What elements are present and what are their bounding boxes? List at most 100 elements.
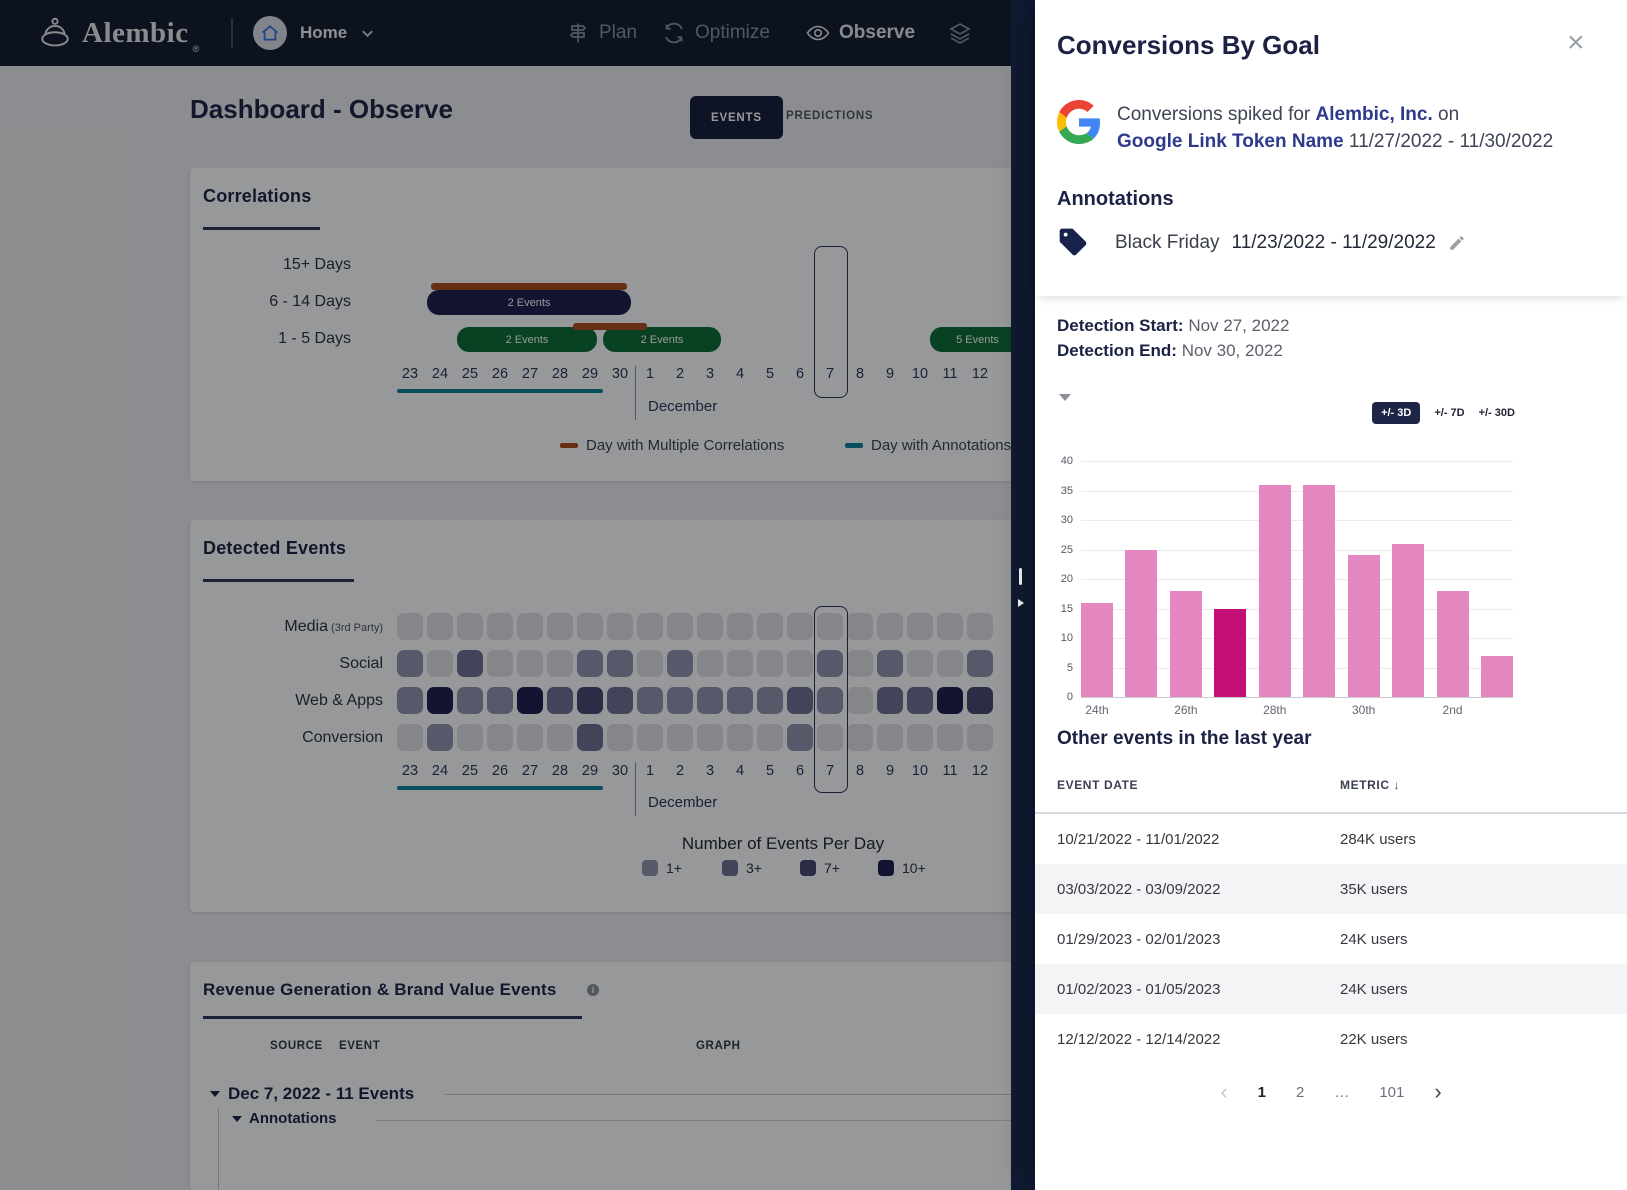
company-link[interactable]: Alembic, Inc.: [1315, 104, 1433, 125]
heatmap-cell[interactable]: [607, 650, 633, 677]
heatmap-cell[interactable]: [967, 724, 993, 751]
chart-bar[interactable]: [1081, 602, 1113, 697]
table-row[interactable]: 01/02/2023 - 01/05/2023 24K users: [1035, 964, 1627, 1014]
nav-home[interactable]: Home: [253, 0, 375, 66]
heatmap-cell[interactable]: [757, 687, 783, 714]
heatmap-cell[interactable]: [607, 687, 633, 714]
heatmap-cell[interactable]: [847, 687, 873, 714]
heatmap-cell[interactable]: [637, 687, 663, 714]
correlation-event-pill[interactable]: 2 Events: [457, 327, 597, 352]
range-toggle[interactable]: +/- 3D: [1372, 402, 1421, 424]
chart-bar[interactable]: [1303, 484, 1336, 697]
heatmap-cell[interactable]: [847, 650, 873, 677]
heatmap-cell[interactable]: [817, 650, 843, 677]
annotations-group-row[interactable]: Annotations: [232, 1110, 337, 1127]
heatmap-cell[interactable]: [517, 687, 543, 714]
heatmap-cell[interactable]: [817, 613, 843, 640]
heatmap-cell[interactable]: [667, 613, 693, 640]
chart-bar[interactable]: [1214, 608, 1247, 697]
heatmap-cell[interactable]: [757, 724, 783, 751]
source-link[interactable]: Google Link Token Name: [1117, 131, 1344, 152]
heatmap-cell[interactable]: [637, 650, 663, 677]
heatmap-cell[interactable]: [607, 724, 633, 751]
column-metric[interactable]: METRIC ↓: [1340, 778, 1401, 792]
nav-observe[interactable]: Observe: [806, 0, 915, 66]
heatmap-cell[interactable]: [547, 650, 573, 677]
heatmap-cell[interactable]: [577, 687, 603, 714]
table-row[interactable]: 10/21/2022 - 11/01/2022 284K users: [1035, 814, 1627, 864]
heatmap-cell[interactable]: [487, 687, 513, 714]
heatmap-cell[interactable]: [757, 613, 783, 640]
heatmap-cell[interactable]: [397, 613, 423, 640]
event-group-row[interactable]: Dec 7, 2022 - 11 Events: [210, 1084, 414, 1104]
heatmap-cell[interactable]: [577, 724, 603, 751]
heatmap-cell[interactable]: [907, 687, 933, 714]
heatmap-cell[interactable]: [757, 650, 783, 677]
correlation-event-pill[interactable]: 2 Events: [427, 290, 631, 315]
table-row[interactable]: 01/29/2023 - 02/01/2023 24K users: [1035, 914, 1627, 964]
chart-bar[interactable]: [1392, 543, 1425, 697]
heatmap-cell[interactable]: [427, 613, 453, 640]
column-event-date[interactable]: EVENT DATE: [1057, 778, 1139, 792]
heatmap-cell[interactable]: [427, 650, 453, 677]
tab-events[interactable]: EVENTS: [690, 96, 783, 139]
heatmap-cell[interactable]: [787, 613, 813, 640]
heatmap-cell[interactable]: [907, 650, 933, 677]
chart-bar[interactable]: [1258, 484, 1291, 697]
edit-pencil-icon[interactable]: [1448, 234, 1466, 252]
heatmap-cell[interactable]: [397, 724, 423, 751]
table-row[interactable]: 03/03/2022 - 03/09/2022 35K users: [1035, 864, 1627, 914]
page-number[interactable]: 2: [1295, 1083, 1305, 1101]
panel-edge-strip[interactable]: [1011, 0, 1035, 1190]
heatmap-cell[interactable]: [817, 724, 843, 751]
tab-predictions[interactable]: PREDICTIONS: [786, 110, 874, 122]
heatmap-cell[interactable]: [637, 724, 663, 751]
close-icon[interactable]: ×: [1567, 26, 1585, 59]
chart-options-caret-icon[interactable]: [1059, 394, 1071, 401]
heatmap-cell[interactable]: [547, 724, 573, 751]
heatmap-cell[interactable]: [727, 613, 753, 640]
correlation-event-pill[interactable]: 5 Events: [930, 327, 1025, 352]
heatmap-cell[interactable]: [937, 650, 963, 677]
info-icon[interactable]: i: [587, 984, 599, 996]
heatmap-cell[interactable]: [637, 613, 663, 640]
chart-bar[interactable]: [1125, 549, 1158, 697]
heatmap-cell[interactable]: [697, 687, 723, 714]
heatmap-cell[interactable]: [937, 687, 963, 714]
heatmap-cell[interactable]: [967, 613, 993, 640]
heatmap-cell[interactable]: [937, 613, 963, 640]
heatmap-cell[interactable]: [427, 687, 453, 714]
heatmap-cell[interactable]: [577, 613, 603, 640]
heatmap-cell[interactable]: [547, 613, 573, 640]
page-number[interactable]: 101: [1379, 1083, 1405, 1101]
heatmap-cell[interactable]: [667, 650, 693, 677]
heatmap-cell[interactable]: [967, 687, 993, 714]
heatmap-cell[interactable]: [667, 687, 693, 714]
heatmap-cell[interactable]: [667, 724, 693, 751]
heatmap-cell[interactable]: [817, 687, 843, 714]
page-next-icon[interactable]: ›: [1434, 1079, 1442, 1104]
range-toggle[interactable]: +/- 30D: [1478, 407, 1515, 419]
heatmap-cell[interactable]: [487, 650, 513, 677]
correlation-event-pill[interactable]: 2 Events: [603, 327, 721, 352]
heatmap-cell[interactable]: [937, 724, 963, 751]
heatmap-cell[interactable]: [877, 687, 903, 714]
heatmap-cell[interactable]: [457, 724, 483, 751]
heatmap-cell[interactable]: [547, 687, 573, 714]
heatmap-cell[interactable]: [517, 650, 543, 677]
heatmap-cell[interactable]: [967, 650, 993, 677]
heatmap-cell[interactable]: [847, 724, 873, 751]
table-row[interactable]: 12/12/2022 - 12/14/2022 22K users: [1035, 1014, 1627, 1064]
heatmap-cell[interactable]: [517, 724, 543, 751]
heatmap-cell[interactable]: [877, 613, 903, 640]
nav-plan[interactable]: Plan: [566, 0, 637, 66]
heatmap-cell[interactable]: [697, 650, 723, 677]
heatmap-cell[interactable]: [847, 613, 873, 640]
chart-bar[interactable]: [1436, 590, 1469, 697]
heatmap-cell[interactable]: [697, 724, 723, 751]
heatmap-cell[interactable]: [727, 724, 753, 751]
heatmap-cell[interactable]: [577, 650, 603, 677]
heatmap-cell[interactable]: [607, 613, 633, 640]
heatmap-cell[interactable]: [397, 650, 423, 677]
heatmap-cell[interactable]: [697, 613, 723, 640]
